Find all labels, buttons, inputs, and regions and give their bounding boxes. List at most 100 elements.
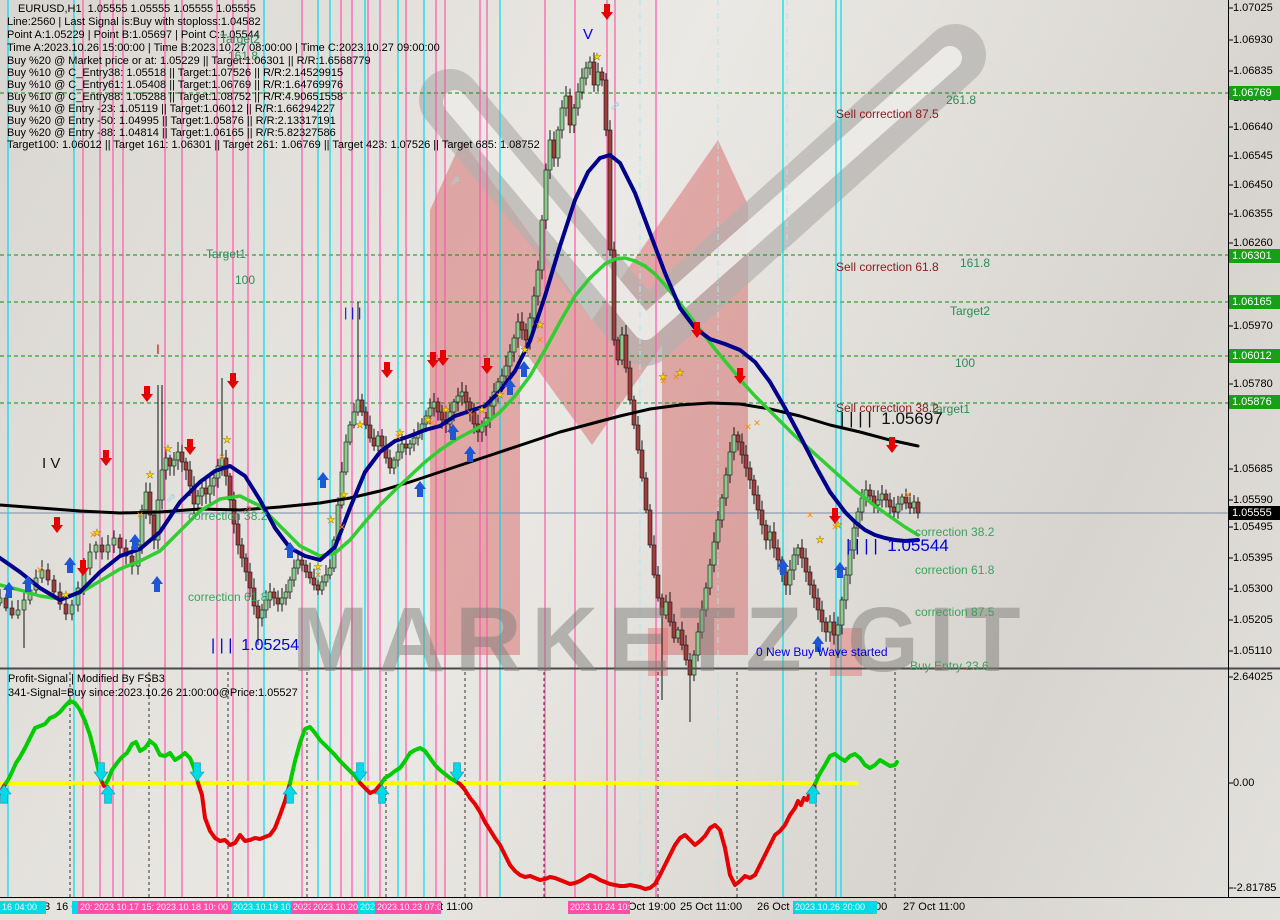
vline-time-badge: 16 04:00 [0, 901, 46, 914]
candle-body [179, 451, 185, 463]
price-axis-label: 1.05970 [1233, 320, 1273, 332]
price-axis-label: 1.05205 [1233, 614, 1273, 626]
candle-body [319, 581, 325, 591]
candle-body [279, 597, 285, 605]
candle-body [93, 544, 99, 553]
candle-body [751, 479, 757, 496]
fib-100-right: 100 [955, 356, 976, 370]
sell-correction-61: Sell correction 61.8 [836, 260, 939, 274]
star-marker-icon: ★ [424, 415, 433, 426]
candle-body [587, 61, 593, 69]
candle-body [555, 129, 561, 159]
vline-time-badge: 2023.10.18 10:00 [154, 901, 219, 914]
candle-body [439, 411, 445, 421]
candle-body [531, 295, 537, 319]
correction-61-right: correction 61.8 [915, 563, 995, 577]
sell-arrow-icon [601, 4, 613, 20]
indicator-axis-label: 2.64025 [1233, 671, 1273, 683]
star-marker-icon: ★ [396, 428, 405, 439]
oscillator-line-bull [288, 725, 362, 785]
signal-info-line: Time A:2023.10.26 15:00:00 | Time B:2023… [7, 42, 440, 54]
candle-body [21, 599, 27, 611]
candle-body [795, 547, 801, 556]
buy-entry-label: Buy Entry 23.6 [910, 659, 989, 673]
candle-body [835, 624, 841, 636]
candle-body [207, 485, 213, 495]
candle-body [351, 411, 357, 426]
candle-body [715, 519, 721, 543]
candle-body [679, 629, 685, 646]
candle-body [803, 557, 809, 573]
candle-body [507, 351, 513, 367]
candle-body [9, 607, 15, 616]
sell-correction-38: Sell correction 38.2 [836, 401, 939, 415]
candle-body [87, 551, 93, 569]
wave-i: I [156, 341, 160, 357]
candle-body [323, 574, 329, 583]
candle-body [63, 603, 69, 615]
candle-body [69, 604, 75, 615]
candle-body [615, 339, 621, 361]
indicator-axis-label: -2.81785 [1233, 882, 1277, 894]
candle-body [379, 435, 385, 447]
candle-body [911, 501, 917, 509]
candle-body [75, 587, 81, 606]
candle-body [167, 457, 173, 467]
candle-body [275, 597, 281, 605]
candle-body [287, 579, 293, 593]
candle-body [887, 499, 893, 508]
candle-body [147, 491, 153, 516]
sell-arrow-icon [100, 450, 112, 466]
buy-arrow-icon [317, 472, 329, 488]
time-axis-label: 00 [875, 901, 888, 913]
signal-info-line: Buy %10 @ C_Entry61: 1.05408 || Target:1… [7, 79, 344, 91]
candle-body [903, 496, 909, 504]
candle-body [639, 449, 645, 479]
target2-right: Target2 [950, 304, 991, 318]
candle-body [791, 554, 797, 571]
vline-time-badge: 2023.10.19 10:00 [231, 901, 293, 914]
candle-body [595, 71, 601, 86]
candle-body [651, 544, 657, 576]
vline-time-badge: 00 [216, 901, 232, 914]
candle-body [45, 569, 51, 581]
candle-body [347, 424, 353, 443]
signal-info-line: Target100: 1.06012 || Target 161: 1.0630… [7, 139, 540, 151]
candle-body [183, 461, 189, 471]
star-marker-icon: ★ [223, 435, 232, 446]
breakout-arrow-icon: ⇗ [242, 503, 253, 518]
buy-arrow-icon [129, 534, 141, 550]
vline-time-badge: 202 [358, 901, 377, 914]
watermark-m-shape [430, 140, 748, 655]
price-axis-label: 1.06640 [1233, 121, 1273, 133]
candle-body [763, 524, 769, 541]
indicator-signal-line: 341-Signal=Buy since:2023.10.26 21:00:00… [8, 687, 298, 699]
candle-body [915, 501, 921, 514]
candle-body [371, 437, 377, 447]
cross-down-arrow-icon [189, 762, 205, 782]
candle-body [195, 495, 201, 505]
candle-body [359, 399, 365, 413]
candle-body [407, 443, 413, 449]
candle-body [771, 531, 777, 549]
oscillator-line-bull [104, 739, 200, 785]
candle-body [203, 487, 209, 495]
candle-body [363, 411, 369, 426]
fib-100-left: 100 [235, 273, 256, 287]
buy-arrow-icon [3, 582, 15, 598]
star-marker-icon: ★ [834, 520, 843, 531]
candle-body [511, 337, 517, 353]
candle-body [867, 489, 873, 497]
candle-body [755, 494, 761, 511]
candle-body [523, 329, 529, 341]
cross-down-arrow-icon [449, 762, 465, 782]
vline-time-badge: 20: [78, 901, 95, 914]
candle-body [635, 424, 641, 451]
candle-body [711, 541, 717, 566]
candle-body [487, 405, 493, 419]
star-marker-icon: ★ [536, 320, 545, 331]
price-axis-label: 1.05780 [1233, 378, 1273, 390]
candle-body [463, 391, 469, 403]
